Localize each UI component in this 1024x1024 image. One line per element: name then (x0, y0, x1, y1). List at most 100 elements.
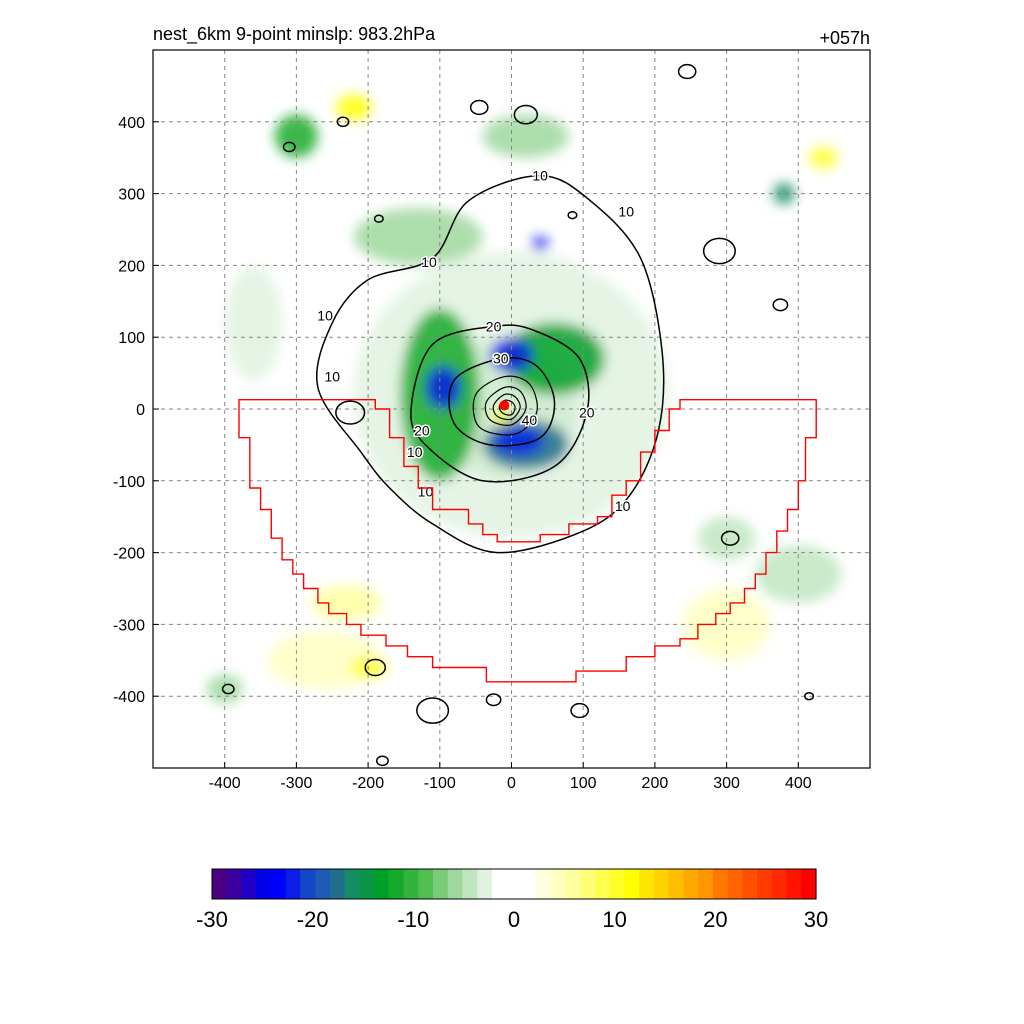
y-tick-label: 200 (118, 258, 145, 275)
contour-island (570, 702, 589, 719)
center-marker-layer (499, 400, 510, 411)
contour-label: 20 (486, 318, 502, 334)
field-blob (683, 588, 770, 661)
colorbar-swatch (801, 869, 817, 899)
colorbar-swatch (580, 869, 596, 899)
colorbar-swatch (521, 869, 537, 899)
colorbar-swatch (300, 869, 316, 899)
shaded-field (206, 94, 842, 704)
colorbar-swatch (388, 869, 405, 899)
colorbar-tick-label: 0 (508, 907, 520, 932)
contour-line (484, 386, 527, 426)
colorbar-swatch (329, 869, 346, 899)
colorbar-swatch (786, 869, 802, 899)
contour-island (364, 658, 387, 677)
colorbar-swatch (462, 869, 478, 899)
colorbar-swatch (226, 869, 243, 899)
colorbar-swatch (757, 869, 773, 899)
colorbar-tick-label: 20 (703, 907, 727, 932)
colorbar-swatch (315, 869, 331, 899)
colorbar-swatch (418, 869, 434, 899)
colorbar-swatch (344, 869, 360, 899)
y-tick-label: -300 (113, 617, 145, 634)
x-tick-label: -200 (352, 775, 384, 792)
chart-title: nest_6km 9-point minslp: 983.2hPa (153, 24, 436, 45)
contour-label: 10 (418, 484, 434, 500)
colorbar-swatch (506, 869, 522, 899)
contour-island (677, 63, 697, 80)
colorbar-swatch (536, 869, 552, 899)
field-blob (482, 114, 569, 158)
y-tick-label: -200 (113, 546, 145, 563)
colorbar-swatch (256, 869, 272, 899)
y-tick-label: -400 (113, 689, 145, 706)
field-blob (755, 545, 842, 603)
field-blob (809, 146, 838, 169)
colorbar-swatch (653, 869, 670, 899)
contour-line (492, 393, 521, 421)
y-tick-label: 300 (118, 187, 145, 204)
field-blob (353, 208, 483, 266)
colorbar-swatch (595, 869, 611, 899)
x-tick-label: -300 (280, 775, 312, 792)
colorbar-swatch (491, 869, 508, 899)
colorbar-swatch (403, 869, 419, 899)
axes: -400 -300 -200 -100 0 100 200 300 40040030020010… (113, 115, 812, 792)
contour-island (336, 116, 350, 128)
x-tick-label: -400 (209, 775, 241, 792)
colorbar-tick-label: 30 (804, 907, 828, 932)
contour-island (567, 210, 578, 220)
contour-label: 20 (579, 405, 595, 421)
field-blob (274, 114, 318, 158)
center-marker (499, 400, 510, 411)
colorbar-swatch (698, 869, 714, 899)
y-tick-label: 0 (136, 402, 145, 419)
field-blob (504, 322, 605, 395)
colorbar-swatch (727, 869, 743, 899)
contour-label: 10 (407, 444, 423, 460)
field-blob (531, 236, 549, 252)
colorbar-swatch (565, 869, 581, 899)
contour-island (469, 99, 489, 116)
contour-line (472, 375, 538, 436)
colorbar-swatch (270, 869, 287, 899)
y-tick-label: 100 (118, 330, 145, 347)
colorbar-swatch (639, 869, 655, 899)
contour-island (804, 692, 815, 701)
plot-area: 10 10 10 10 10 10 10 10 20 20 20 30 40 (153, 50, 870, 768)
colorbar-tick-label: -20 (297, 907, 329, 932)
contour-line (410, 324, 590, 483)
contour-line (498, 399, 516, 416)
contour-line (448, 357, 556, 447)
contour-island (373, 214, 384, 223)
colorbar-swatch (432, 869, 449, 899)
contour-label: 10 (324, 369, 340, 385)
field-blob (773, 182, 795, 205)
field-blob (335, 94, 372, 121)
contour-island (485, 693, 502, 707)
colorbar-swatch (550, 869, 567, 899)
red-outline (238, 399, 817, 683)
contour-label: 10 (317, 308, 333, 324)
region-outline (238, 399, 817, 683)
contour-island (513, 104, 539, 125)
contour-label: 10 (615, 498, 631, 514)
colorbar-swatch (742, 869, 758, 899)
colorbar-swatch (683, 869, 699, 899)
colorbar-swatch (447, 869, 464, 899)
x-tick-label: 0 (507, 775, 516, 792)
x-tick-label: -100 (424, 775, 456, 792)
colorbar: -30 -20 -10 0 10 20 30 (196, 868, 828, 932)
x-tick-label: 100 (570, 775, 597, 792)
contour-island (375, 755, 389, 767)
contour-label: 10 (618, 204, 634, 220)
colorbar-tick-label: -10 (397, 907, 429, 932)
contour-island (282, 141, 296, 153)
colorbar-tick-label: 10 (602, 907, 626, 932)
x-tick-label: 400 (785, 775, 812, 792)
x-tick-label: 300 (713, 775, 740, 792)
contour-island (221, 683, 235, 695)
colorbar-swatch (668, 869, 685, 899)
contour-label: 20 (414, 423, 430, 439)
